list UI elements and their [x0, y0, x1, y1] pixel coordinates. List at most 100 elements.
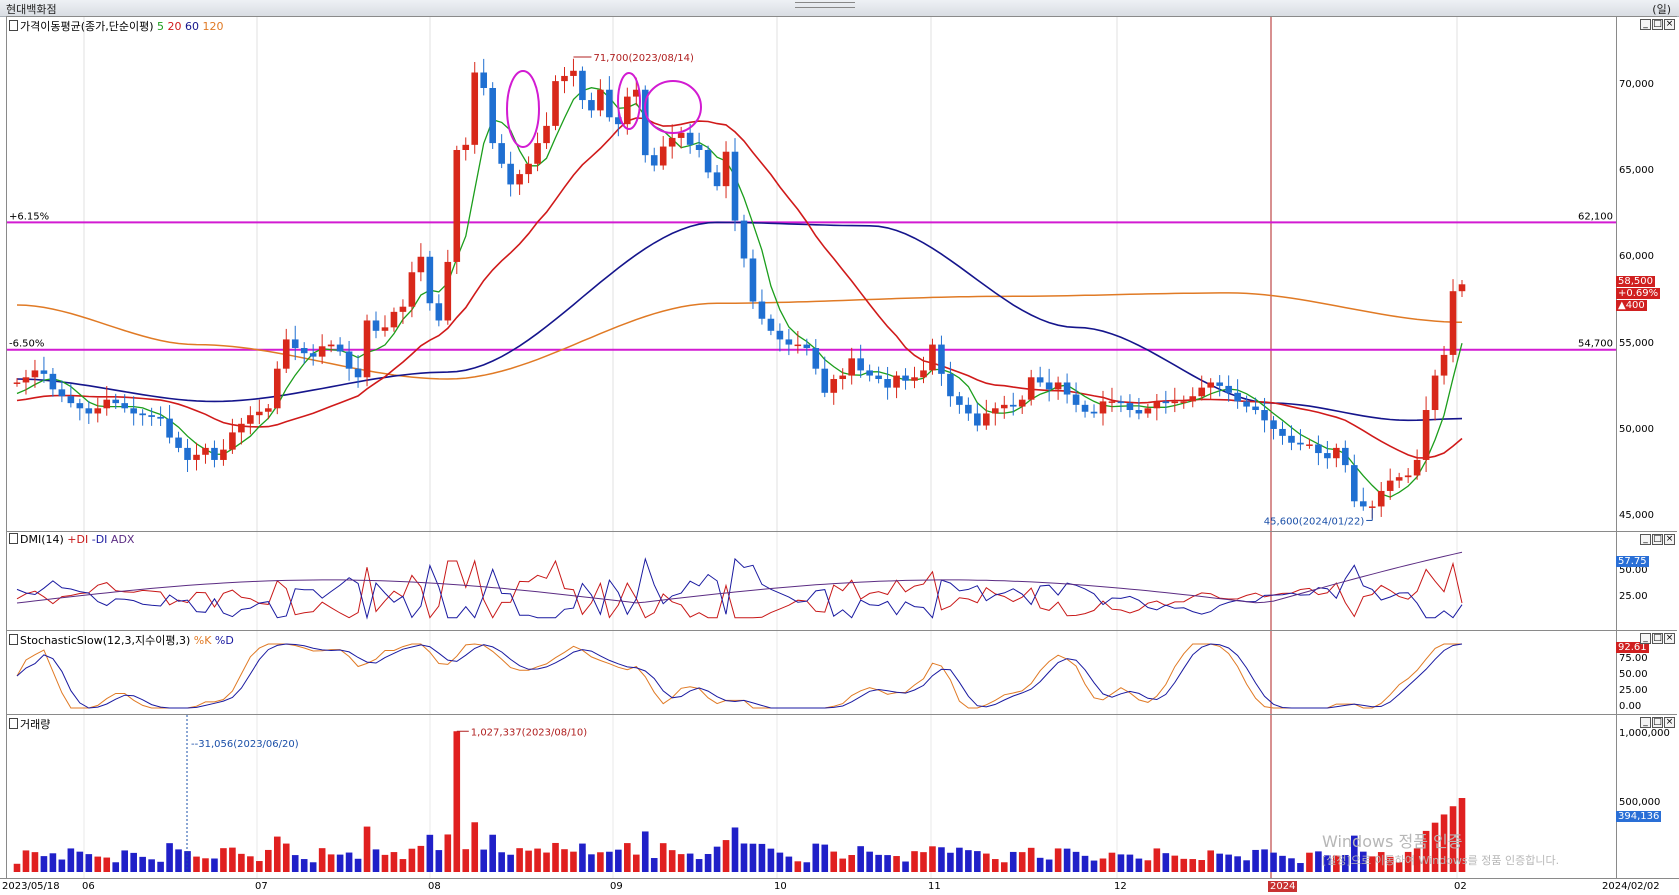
- volume-bar: [139, 856, 146, 872]
- volume-bar: [893, 856, 900, 872]
- panel-max-icon[interactable]: □: [1652, 717, 1663, 728]
- volume-bar: [704, 853, 712, 872]
- volume-bar: [417, 845, 425, 872]
- candle-body: [426, 256, 434, 304]
- volume-bar: [40, 856, 48, 872]
- high-annotation: 71,700(2023/08/14): [593, 53, 694, 64]
- volume-bar: [624, 843, 631, 872]
- volume-peak-annotation: 1,027,337(2023/08/10): [471, 727, 587, 738]
- candle-body: [247, 415, 254, 424]
- candle-body: [1225, 385, 1232, 393]
- stoch-zone: [7, 657, 1616, 695]
- volume-bar: [839, 858, 847, 872]
- candle-body: [606, 89, 613, 118]
- panel-menu-icon[interactable]: [9, 20, 18, 31]
- ma20-line: [16, 117, 1463, 459]
- stochastic-panel-label[interactable]: StochasticSlow(12,3,지수이평,3) %K %D: [9, 632, 234, 648]
- panel-min-icon[interactable]: _: [1640, 633, 1651, 644]
- candle-body: [1216, 382, 1223, 386]
- candle-body: [875, 375, 882, 380]
- candle-body: [435, 303, 443, 321]
- candle-body: [830, 379, 838, 393]
- stock-name: 현대백화점: [6, 3, 57, 16]
- candle-body: [1252, 406, 1259, 411]
- candle-body: [76, 403, 84, 409]
- panel-close-icon[interactable]: ×: [1664, 19, 1675, 30]
- panel-controls[interactable]: _ □ ×: [1640, 717, 1675, 728]
- panel-controls[interactable]: _ □ ×: [1640, 19, 1675, 30]
- panel-close-icon[interactable]: ×: [1664, 534, 1675, 545]
- panel-min-icon[interactable]: _: [1640, 717, 1651, 728]
- volume-bar: [1458, 798, 1466, 872]
- volume-bar: [1081, 855, 1089, 872]
- volume-bar: [1009, 851, 1017, 872]
- panel-close-icon[interactable]: ×: [1664, 717, 1675, 728]
- panel-max-icon[interactable]: □: [1652, 19, 1663, 30]
- panel-controls[interactable]: _ □ ×: [1640, 633, 1675, 644]
- panel-menu-icon[interactable]: [9, 533, 18, 544]
- panel-max-icon[interactable]: □: [1652, 633, 1663, 644]
- volume-bar: [588, 854, 595, 872]
- volume-bar: [1368, 856, 1376, 872]
- plus-di-line: [16, 559, 1463, 619]
- volume-bar: [157, 861, 164, 872]
- volume-bar: [794, 861, 802, 872]
- candle-body: [220, 449, 227, 460]
- candle-body: [1198, 387, 1206, 397]
- dmi-chart[interactable]: [7, 532, 1616, 630]
- panel-menu-icon[interactable]: [9, 634, 18, 645]
- volume-bar: [830, 851, 838, 872]
- volume-bar: [309, 862, 317, 872]
- price-chart[interactable]: +6.15% -6.50% 62,100 54,700 71,700(2023/08/1…: [7, 17, 1616, 531]
- volume-panel-label[interactable]: 거래량: [9, 716, 50, 732]
- candle-body: [929, 344, 936, 371]
- date-tick-label: 2024: [1268, 881, 1298, 892]
- volume-bar: [956, 847, 963, 872]
- period-unit[interactable]: (일): [1652, 3, 1671, 16]
- volume-bar: [354, 858, 362, 872]
- candle-body: [184, 447, 191, 460]
- volume-bar: [668, 850, 676, 872]
- panel-menu-icon[interactable]: [9, 718, 18, 729]
- volume-bar: [1054, 848, 1062, 872]
- candle-body: [857, 358, 864, 371]
- volume-bar: [1350, 835, 1358, 872]
- volume-bar: [1440, 814, 1448, 872]
- candle-body: [40, 370, 48, 374]
- candle-body: [525, 163, 532, 175]
- dmi-panel-label[interactable]: DMI(14) +DI -DI ADX: [9, 533, 134, 546]
- candle-body: [148, 415, 155, 417]
- candle-body: [1234, 392, 1241, 402]
- dmi-axis: _ □ × 50.00 25.00 57.75: [1615, 531, 1677, 631]
- panel-controls[interactable]: _ □ ×: [1640, 534, 1675, 545]
- candle-body: [1171, 401, 1179, 404]
- candle-body: [49, 373, 57, 390]
- volume-bar: [238, 853, 245, 872]
- volume-bar: [175, 849, 182, 872]
- candle-body: [866, 370, 873, 376]
- panel-max-icon[interactable]: □: [1652, 534, 1663, 545]
- candle-body: [1189, 396, 1197, 402]
- drag-grip[interactable]: [795, 2, 855, 8]
- volume-bar: [1270, 852, 1277, 872]
- candle-body: [1000, 404, 1008, 409]
- stochastic-chart[interactable]: [7, 631, 1616, 714]
- price-panel-label[interactable]: 가격이동평균(종가,단순이평) 5 20 60 120: [9, 18, 224, 34]
- volume-bar: [740, 843, 748, 872]
- volume-bar: [1027, 847, 1035, 872]
- volume-bar: [1279, 855, 1286, 872]
- price-tick-label: 45,000: [1619, 509, 1654, 521]
- panel-min-icon[interactable]: _: [1640, 534, 1651, 545]
- volume-bar: [776, 852, 784, 872]
- volume-bar: [767, 848, 775, 872]
- upper-line-value: 62,100: [1578, 211, 1613, 222]
- candle-body: [965, 404, 972, 414]
- date-tick-label: 07: [255, 881, 268, 892]
- volume-chart[interactable]: 1,027,337(2023/08/10) --31,056(2023/06/20…: [7, 715, 1616, 878]
- volume-bar: [282, 843, 290, 872]
- panel-close-icon[interactable]: ×: [1664, 633, 1675, 644]
- panel-min-icon[interactable]: _: [1640, 19, 1651, 30]
- candle-body: [1153, 401, 1161, 409]
- date-axis: 2023/05/18 06 07 08 09 10 11 12 2024 02 2024/02/02: [0, 878, 1679, 895]
- candle-body: [516, 174, 523, 185]
